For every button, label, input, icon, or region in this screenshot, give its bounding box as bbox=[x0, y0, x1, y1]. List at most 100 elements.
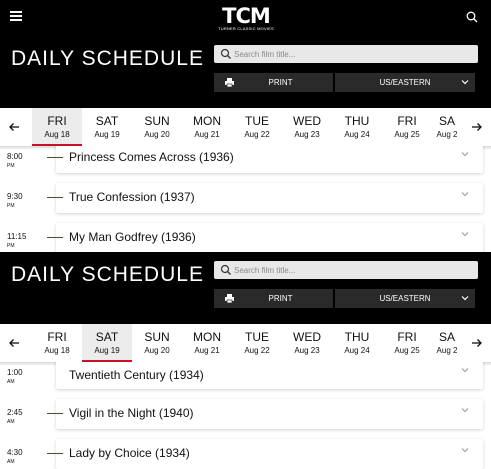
film-search[interactable] bbox=[214, 261, 478, 279]
airtime: 2:45 AM bbox=[7, 408, 47, 426]
day-tab-tue-aug-22[interactable]: TUE Aug 22 bbox=[232, 108, 282, 146]
schedule-header: DAILY SCHEDULE PRINT US/EASTERN bbox=[0, 252, 491, 324]
day-tab-thu-aug-24[interactable]: THU Aug 24 bbox=[332, 324, 382, 362]
arrow-left-icon[interactable] bbox=[8, 121, 20, 133]
hamburger-menu-icon[interactable] bbox=[10, 11, 22, 21]
day-tab-sat-aug-19[interactable]: SAT Aug 19 bbox=[82, 324, 132, 362]
time-value: 11:15 bbox=[7, 232, 27, 241]
day-name: TUE bbox=[245, 330, 269, 344]
day-name: TUE bbox=[245, 114, 269, 128]
chevron-down-icon[interactable] bbox=[461, 406, 469, 414]
time-value: 8:00 bbox=[7, 152, 23, 161]
time-ampm: AM bbox=[7, 419, 15, 425]
day-tab-fri-aug-18[interactable]: FRI Aug 18 bbox=[32, 108, 82, 146]
tcm-logo[interactable]: TCM TURNER CLASSIC MOVIES bbox=[218, 6, 274, 34]
print-button[interactable]: PRINT bbox=[214, 289, 333, 308]
day-name: WED bbox=[293, 330, 321, 344]
day-tab-fri-aug-18[interactable]: FRI Aug 18 bbox=[32, 324, 82, 362]
day-date: Aug 24 bbox=[344, 346, 370, 355]
day-tab-wed-aug-23[interactable]: WED Aug 23 bbox=[282, 108, 332, 146]
print-label: PRINT bbox=[268, 78, 293, 87]
day-tab-fri-aug-25[interactable]: FRI Aug 25 bbox=[382, 108, 432, 146]
day-tab-sat-aug-26[interactable]: SA Aug 2 bbox=[432, 324, 462, 362]
day-name: SUN bbox=[144, 114, 170, 128]
day-name: THU bbox=[344, 114, 370, 128]
search-icon[interactable] bbox=[466, 11, 478, 23]
day-date: Aug 22 bbox=[244, 346, 270, 355]
logo-text: TCM bbox=[222, 4, 271, 28]
day-date: Aug 19 bbox=[94, 130, 120, 139]
day-date: Aug 2 bbox=[436, 130, 458, 139]
day-date: Aug 20 bbox=[144, 346, 170, 355]
day-tab-thu-aug-24[interactable]: THU Aug 24 bbox=[332, 108, 382, 146]
arrow-right-icon[interactable] bbox=[471, 337, 483, 349]
day-tab-fri-aug-25[interactable]: FRI Aug 25 bbox=[382, 324, 432, 362]
day-name: SA bbox=[438, 330, 455, 344]
day-name: THU bbox=[344, 330, 370, 344]
film-card[interactable]: Twentieth Century (1934) bbox=[56, 362, 483, 389]
chevron-down-icon[interactable] bbox=[461, 230, 469, 238]
day-name: FRI bbox=[47, 330, 67, 344]
search-input[interactable] bbox=[234, 263, 472, 277]
film-search[interactable] bbox=[214, 45, 478, 63]
schedule-list: 1:00 AM Twentieth Century (1934) 2:45 AM V… bbox=[0, 362, 491, 469]
day-tab-tue-aug-22[interactable]: TUE Aug 22 bbox=[232, 324, 282, 362]
film-card[interactable]: Vigil in the Night (1940) bbox=[47, 399, 483, 429]
day-tab-wed-aug-23[interactable]: WED Aug 23 bbox=[282, 324, 332, 362]
chevron-down-icon[interactable] bbox=[461, 190, 469, 198]
search-input[interactable] bbox=[234, 47, 472, 61]
timezone-select[interactable]: US/EASTERN bbox=[335, 289, 475, 308]
day-date: Aug 25 bbox=[394, 346, 420, 355]
divider bbox=[47, 453, 63, 454]
printer-icon bbox=[225, 78, 234, 88]
time-ampm: PM bbox=[7, 203, 15, 209]
search-icon bbox=[220, 48, 231, 59]
chevron-down-icon[interactable] bbox=[461, 150, 469, 158]
divider bbox=[47, 197, 63, 198]
film-card[interactable]: Princess Comes Across (1936) bbox=[47, 146, 483, 173]
day-date: Aug 19 bbox=[94, 346, 120, 355]
day-tab-mon-aug-21[interactable]: MON Aug 21 bbox=[182, 108, 232, 146]
print-label: PRINT bbox=[268, 294, 293, 303]
day-name: FRI bbox=[397, 114, 417, 128]
film-card[interactable]: Lady by Choice (1934) bbox=[47, 439, 483, 469]
divider bbox=[47, 157, 63, 158]
chevron-down-icon[interactable] bbox=[461, 366, 469, 374]
day-tab-sun-aug-20[interactable]: SUN Aug 20 bbox=[132, 108, 182, 146]
timezone-select[interactable]: US/EASTERN bbox=[335, 73, 475, 92]
chevron-down-icon bbox=[461, 296, 469, 301]
arrow-left-icon[interactable] bbox=[8, 337, 20, 349]
time-ampm: PM bbox=[7, 163, 15, 169]
day-date: Aug 21 bbox=[194, 130, 220, 139]
arrow-right-icon[interactable] bbox=[471, 121, 483, 133]
search-icon bbox=[220, 264, 231, 275]
print-button[interactable]: PRINT bbox=[214, 73, 333, 92]
day-tab-sat-aug-19[interactable]: SAT Aug 19 bbox=[82, 108, 132, 146]
day-name: MON bbox=[193, 114, 221, 128]
day-tab-mon-aug-21[interactable]: MON Aug 21 bbox=[182, 324, 232, 362]
chevron-down-icon bbox=[461, 80, 469, 85]
film-title: Twentieth Century (1934) bbox=[69, 368, 204, 382]
day-tab-sun-aug-20[interactable]: SUN Aug 20 bbox=[132, 324, 182, 362]
day-tab-sat-aug-26[interactable]: SA Aug 2 bbox=[432, 108, 462, 146]
film-card[interactable]: True Confession (1937) bbox=[47, 183, 483, 213]
time-ampm: PM bbox=[7, 243, 15, 249]
day-date: Aug 25 bbox=[394, 130, 420, 139]
schedule-list: 8:00 PM Princess Comes Across (1936) 9:30… bbox=[0, 146, 491, 252]
table-row: 1:00 AM Twentieth Century (1934) bbox=[0, 362, 491, 402]
day-selector: FRI Aug 18 SAT Aug 19 SUN Aug 20 MON Aug 21 … bbox=[0, 324, 491, 362]
airtime: 8:00 PM bbox=[7, 152, 47, 170]
timezone-label: US/EASTERN bbox=[379, 78, 431, 87]
top-nav-bar: TCM TURNER CLASSIC MOVIES bbox=[0, 0, 491, 36]
table-row: 9:30 PM True Confession (1937) bbox=[0, 183, 491, 222]
film-title: Lady by Choice (1934) bbox=[69, 446, 190, 460]
film-card[interactable]: My Man Godfrey (1936) bbox=[47, 223, 483, 252]
timezone-label: US/EASTERN bbox=[379, 294, 431, 303]
time-value: 2:45 bbox=[7, 408, 23, 417]
chevron-down-icon[interactable] bbox=[461, 446, 469, 454]
table-row: 8:00 PM Princess Comes Across (1936) bbox=[0, 146, 491, 182]
day-date: Aug 2 bbox=[436, 346, 458, 355]
day-date: Aug 18 bbox=[44, 346, 70, 355]
airtime: 9:30 PM bbox=[7, 192, 47, 210]
film-title: My Man Godfrey (1936) bbox=[69, 230, 196, 244]
